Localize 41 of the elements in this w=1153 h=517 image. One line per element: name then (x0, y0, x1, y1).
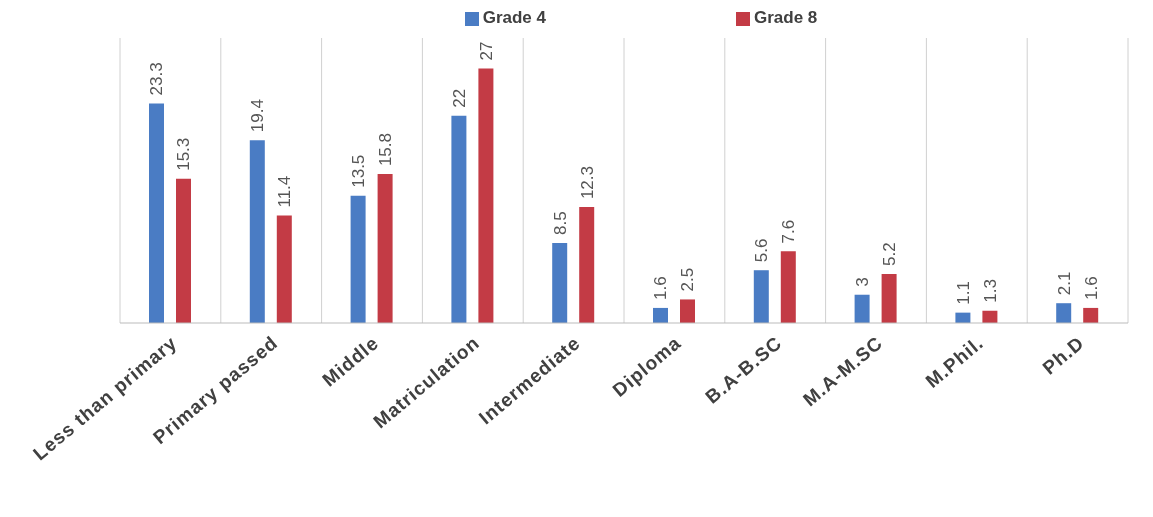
data-label: 8.5 (550, 211, 570, 235)
data-label: 12.3 (577, 165, 597, 200)
data-label: 1.3 (980, 279, 1000, 303)
data-label: 27 (476, 41, 496, 61)
bar (680, 299, 695, 323)
bar (653, 307, 668, 323)
bar (249, 140, 265, 323)
data-label: 2.1 (1054, 271, 1074, 296)
data-label: 5.2 (880, 242, 900, 266)
bar (1083, 307, 1099, 323)
bar (854, 294, 870, 323)
data-label: 23.3 (147, 62, 167, 96)
bar (276, 215, 292, 323)
bar (780, 251, 796, 323)
data-label: 3 (853, 277, 873, 287)
data-label: 1.1 (953, 280, 973, 305)
bar (982, 310, 998, 323)
data-label: 15.8 (376, 133, 396, 167)
data-label: 2.5 (678, 267, 698, 292)
bar (149, 103, 164, 323)
bar (552, 242, 568, 323)
data-label: 1.6 (1081, 276, 1101, 300)
bar (377, 174, 393, 323)
bar (176, 178, 191, 323)
data-label: 7.6 (779, 219, 799, 244)
bar (478, 68, 494, 323)
data-label: 15.3 (174, 137, 194, 171)
bar (1056, 303, 1072, 323)
bar (350, 195, 366, 323)
bar (753, 270, 769, 323)
data-label: 5.6 (752, 238, 772, 263)
bar (881, 273, 897, 323)
legend-label: Grade 8 (754, 8, 818, 27)
bar (579, 207, 595, 323)
data-label: 11.4 (275, 175, 295, 208)
data-label: 13.5 (349, 154, 369, 188)
data-label: 22 (449, 88, 469, 108)
data-label: 1.6 (651, 276, 671, 300)
legend-label: Grade 4 (482, 8, 546, 27)
data-label: 19.4 (248, 99, 268, 133)
bar (451, 115, 467, 323)
